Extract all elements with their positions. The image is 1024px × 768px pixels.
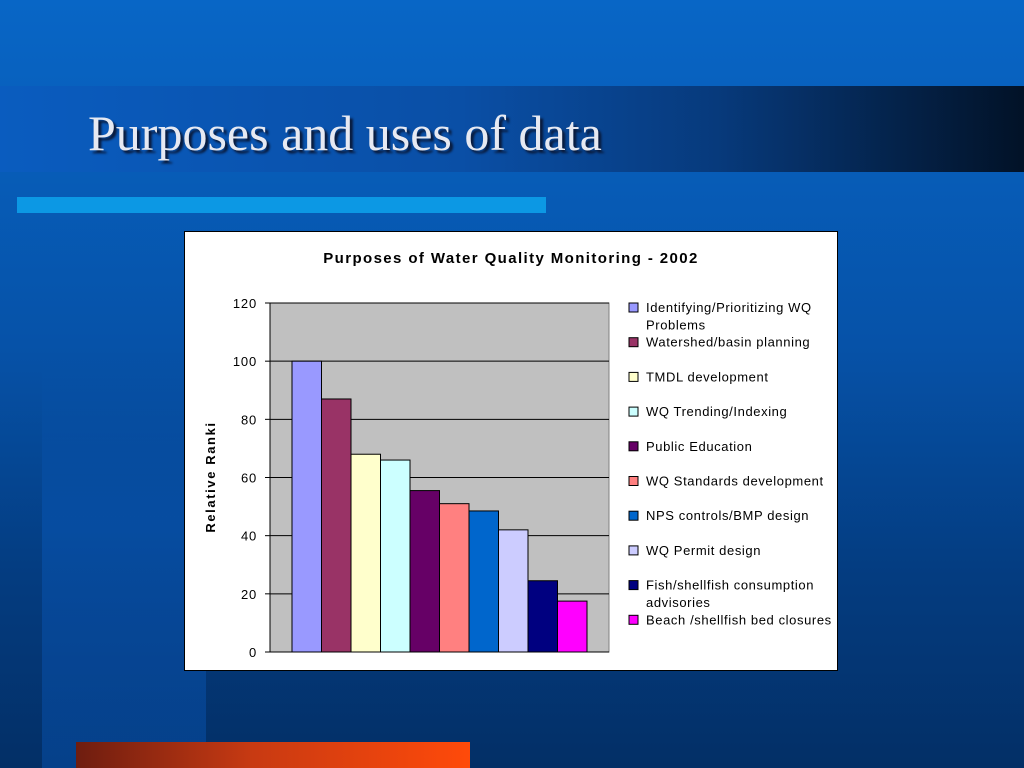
title-band xyxy=(0,86,1024,172)
legend-swatch xyxy=(628,510,639,521)
legend-label: Beach /shellfish bed closures xyxy=(646,612,832,627)
legend-swatch xyxy=(628,406,639,417)
bar xyxy=(321,398,352,653)
bar xyxy=(350,453,381,653)
legend-label: WQ Trending/Indexing xyxy=(646,404,787,419)
bar xyxy=(291,360,322,653)
bar xyxy=(498,529,529,653)
legend-label: WQ Standards development xyxy=(646,474,824,489)
background-band xyxy=(42,360,206,768)
bar xyxy=(439,503,470,653)
y-tick-label: 0 xyxy=(249,645,257,660)
legend-swatch xyxy=(628,614,639,625)
y-tick-label: 80 xyxy=(241,412,257,427)
legend-swatch xyxy=(628,580,639,591)
bar-chart: Purposes of Water Quality Monitoring - 2… xyxy=(203,250,832,660)
chart-frame: Purposes of Water Quality Monitoring - 2… xyxy=(184,231,838,671)
bars xyxy=(291,360,588,653)
bar xyxy=(527,580,558,653)
y-tick-label: 120 xyxy=(233,296,257,311)
chart-title: Purposes of Water Quality Monitoring - 2… xyxy=(323,250,699,267)
y-tick-label: 100 xyxy=(233,354,257,369)
legend-label: Watershed/basin planning xyxy=(646,335,810,350)
y-axis-label: Relative Ranki xyxy=(203,421,218,532)
legend-swatch xyxy=(628,545,639,556)
bar xyxy=(468,510,499,653)
bottom-accent-bar xyxy=(76,742,470,768)
accent-bar xyxy=(17,197,546,213)
legend-swatch xyxy=(628,371,639,382)
legend-label: NPS controls/BMP design xyxy=(646,508,809,523)
legend-label: WQ Permit design xyxy=(646,543,761,558)
y-tick-label: 40 xyxy=(241,529,257,544)
legend-label: TMDL development xyxy=(646,369,769,384)
legend-label: Public Education xyxy=(646,439,752,454)
legend-label: Identifying/Prioritizing WQ Problems xyxy=(646,300,812,333)
bar xyxy=(557,600,588,653)
legend: Identifying/Prioritizing WQ Problems Water… xyxy=(628,300,832,627)
slide-title: Purposes and uses of data xyxy=(88,105,602,161)
bar xyxy=(380,459,411,653)
y-ticks: 0 20 40 60 80 100 120 xyxy=(233,296,270,660)
y-tick-label: 20 xyxy=(241,587,257,602)
legend-swatch xyxy=(628,337,639,348)
y-tick-label: 60 xyxy=(241,471,257,486)
legend-swatch xyxy=(628,441,639,452)
legend-label: Fish/shellfish consumption advisories xyxy=(646,578,814,611)
legend-swatch xyxy=(628,302,639,313)
legend-swatch xyxy=(628,476,639,486)
bar xyxy=(409,490,440,653)
